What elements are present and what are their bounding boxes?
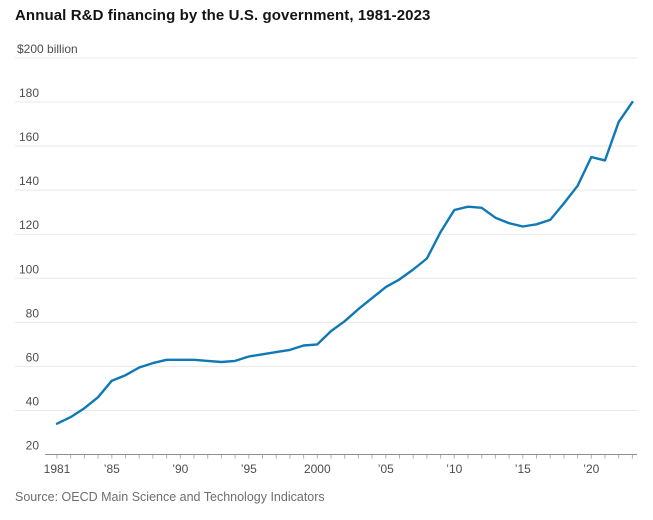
x-axis-tick-label: ’85 (104, 462, 120, 476)
y-axis-tick-label: 40 (26, 394, 40, 408)
y-axis-tick-label: 180 (19, 86, 39, 100)
x-axis-tick-label: ’05 (378, 462, 394, 476)
x-axis-tick-label: 2000 (304, 462, 331, 476)
y-axis-tick-label: 120 (19, 218, 39, 232)
x-axis-tick-label: ’95 (241, 462, 257, 476)
x-axis-tick-label: ’10 (446, 462, 462, 476)
chart-title: Annual R&D financing by the U.S. governm… (15, 7, 431, 24)
y-axis-unit-label: $200 billion (17, 42, 78, 56)
x-axis-tick-label: ’90 (172, 462, 188, 476)
line-series (55, 100, 634, 425)
y-axis-tick-label: 60 (26, 350, 40, 364)
x-axis-tick-label: ’15 (515, 462, 531, 476)
y-axis-tick-label: 20 (26, 439, 40, 453)
x-axis-tick-label: ’20 (583, 462, 599, 476)
x-axis-tick-label: 1981 (44, 462, 71, 476)
y-axis-tick-label: 80 (26, 306, 40, 320)
y-axis-tick-label: 140 (19, 174, 39, 188)
y-axis-tick-label: 100 (19, 262, 39, 276)
source-note: Source: OECD Main Science and Technology… (15, 490, 325, 504)
y-axis-tick-label: 160 (19, 130, 39, 144)
